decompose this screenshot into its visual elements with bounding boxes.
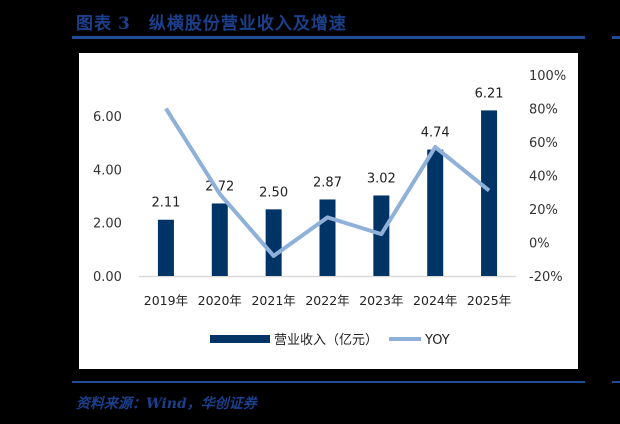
- revenue-bar: [427, 149, 444, 276]
- x-axis-tick: 2025年: [467, 293, 511, 308]
- bar-value-label: 6.21: [475, 86, 504, 101]
- bar-value-label: 3.02: [367, 171, 396, 186]
- left-axis-tick: 6.00: [93, 110, 122, 125]
- yoy-line: [164, 107, 491, 258]
- bottom-divider-right: [612, 381, 620, 383]
- right-axis-tick: 80%: [529, 103, 558, 118]
- revenue-bar: [157, 219, 174, 276]
- right-axis-tick: 0%: [529, 237, 550, 252]
- revenue-bar: [211, 203, 228, 276]
- x-axis-tick: 2019年: [144, 293, 188, 308]
- chart-panel: 0.00 2.00 4.00 6.00 -20% 0% 20% 40% 60% 80% 100% 2.…: [79, 53, 578, 369]
- figure-label: 图表: [76, 14, 112, 34]
- bottom-divider: [72, 381, 585, 383]
- left-axis-tick: 4.00: [93, 163, 122, 178]
- bar-value-label: 4.74: [421, 126, 450, 141]
- bar-value-label: 2.87: [313, 175, 342, 190]
- revenue-bar: [481, 110, 498, 277]
- right-axis-tick: 20%: [529, 203, 558, 218]
- bar-value-label: 2.11: [151, 196, 180, 211]
- left-axis-tick: 0.00: [93, 270, 122, 285]
- right-axis-tick: 40%: [529, 170, 558, 185]
- legend-bar-swatch: [210, 335, 270, 343]
- legend-line-label: YOY: [424, 333, 450, 348]
- revenue-bar: [265, 209, 282, 276]
- x-axis-tick: 2020年: [198, 293, 242, 308]
- source-note: 资料来源：Wind，华创证券: [76, 396, 257, 412]
- figure-number: 3: [118, 14, 131, 34]
- figure-title: 图表 3 纵横股份营业收入及增速: [76, 9, 347, 34]
- right-axis-tick: 100%: [529, 69, 566, 84]
- x-axis-tick: 2022年: [305, 293, 349, 308]
- x-axis-tick: 2024年: [413, 293, 457, 308]
- figure-title-text: 纵横股份营业收入及增速: [148, 14, 347, 34]
- legend-bar-label: 营业收入（亿元）: [274, 333, 378, 348]
- x-axis-tick: 2023年: [359, 293, 403, 308]
- bar-value-label: 2.50: [259, 185, 288, 200]
- right-axis-tick: 60%: [529, 136, 558, 151]
- top-divider: [72, 36, 585, 39]
- revenue-bar: [319, 199, 336, 276]
- x-axis-tick: 2021年: [251, 293, 295, 308]
- left-axis-tick: 2.00: [93, 217, 122, 232]
- right-axis-tick: -20%: [529, 270, 563, 285]
- combo-chart: 0.00 2.00 4.00 6.00 -20% 0% 20% 40% 60% 80% 100% 2.…: [93, 69, 566, 348]
- top-divider-right: [612, 36, 620, 39]
